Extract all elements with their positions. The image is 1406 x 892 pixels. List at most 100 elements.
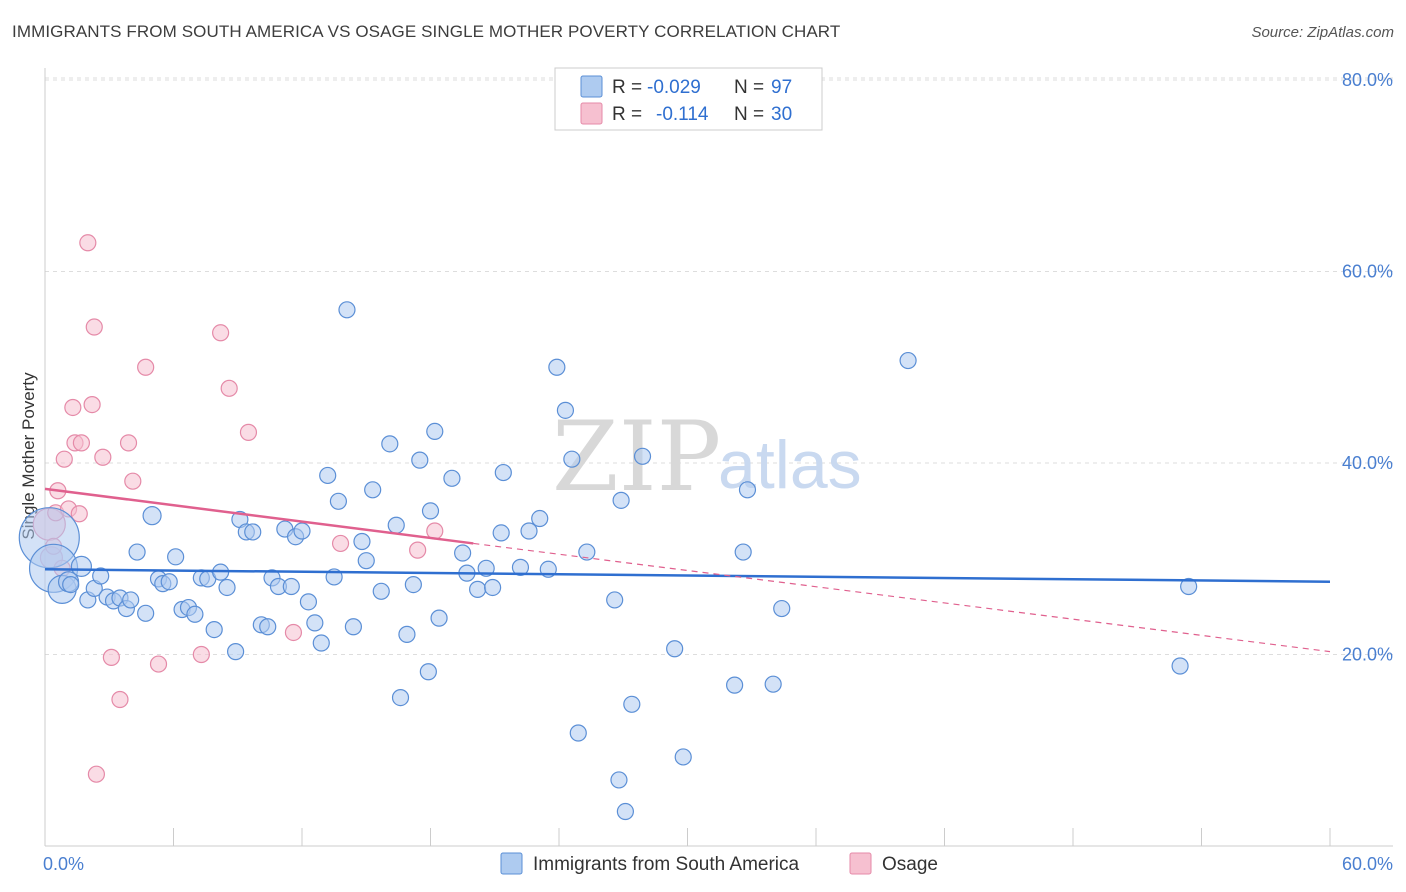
watermark: ZIP atlas	[552, 401, 862, 513]
south-america-point-50	[357, 552, 375, 570]
south-america-point-59	[419, 663, 437, 681]
series-legend-label-pink: Osage	[882, 854, 938, 875]
south-america-point-46	[329, 492, 348, 510]
y-tick-label-80: 80.0%	[1342, 70, 1393, 90]
osage-point-21	[137, 358, 155, 376]
osage-point-6	[55, 450, 73, 468]
source-label: Source: ZipAtlas.com	[1251, 24, 1394, 41]
south-america-point-58	[411, 451, 429, 469]
south-america-point-64	[454, 544, 472, 562]
y-tick-label-60: 60.0%	[1342, 262, 1393, 282]
osage-point-13	[83, 395, 101, 414]
legend-r-label-2: R =	[612, 104, 642, 125]
south-america-point-29	[227, 643, 245, 661]
south-america-point-47	[338, 301, 356, 319]
osage-point-24	[212, 324, 230, 342]
south-america-point-72	[520, 522, 538, 540]
legend-n-label-1: N =	[734, 77, 764, 98]
south-america-point-86	[666, 640, 684, 658]
south-america-point-19	[160, 573, 178, 591]
south-america-point-5	[70, 555, 93, 578]
south-america-point-61	[426, 422, 444, 441]
south-america-point-52	[372, 582, 390, 600]
south-america-point-94	[1171, 657, 1189, 675]
osage-trend-line-dashed	[473, 542, 1331, 653]
south-america-point-57	[404, 576, 422, 594]
south-america-point-82	[612, 491, 630, 509]
south-america-point-76	[556, 401, 575, 419]
chart-title: IMMIGRANTS FROM SOUTH AMERICA VS OSAGE S…	[12, 22, 841, 41]
stats-legend: R = -0.029 N = 97 R = -0.114 N = 30	[554, 67, 823, 131]
legend-n-label-2: N =	[734, 104, 764, 125]
south-america-point-42	[306, 614, 324, 632]
south-america-point-4	[62, 576, 80, 594]
south-america-point-60	[421, 502, 440, 520]
osage-point-23	[192, 645, 210, 664]
south-america-point-70	[494, 463, 512, 482]
south-america-point-49	[353, 532, 371, 551]
osage-point-19	[119, 434, 138, 452]
legend-r-value-2: -0.114	[656, 104, 709, 125]
trend-lines	[44, 487, 1331, 653]
south-america-point-87	[674, 748, 692, 766]
legend-r-label-1: R =	[612, 77, 642, 98]
south-america-point-75	[548, 358, 566, 376]
south-america-point-32	[244, 523, 262, 541]
south-america-point-38	[282, 577, 300, 596]
y-tick-label-40: 40.0%	[1342, 453, 1393, 473]
south-america-point-84	[623, 695, 641, 713]
south-america-point-81	[610, 771, 628, 789]
south-america-point-26	[205, 621, 223, 639]
south-america-point-41	[299, 593, 318, 611]
osage-trend-line	[44, 487, 474, 545]
osage-point-10	[70, 505, 88, 523]
south-america-point-88	[726, 676, 744, 694]
south-america-point-95	[1180, 577, 1198, 596]
osage-point-17	[102, 648, 120, 666]
legend-swatch-blue	[580, 75, 603, 98]
osage-point-26	[239, 423, 258, 441]
osage-point-25	[220, 379, 238, 397]
south-america-point-77	[563, 450, 581, 468]
osage-point-16	[94, 448, 112, 466]
osage-point-29	[409, 541, 427, 559]
south-america-point-79	[578, 543, 596, 561]
south-america-point-66	[469, 580, 487, 598]
y-axis-label: Single Mother Poverty	[19, 372, 38, 540]
south-america-point-44	[319, 466, 337, 485]
south-america-point-78	[569, 724, 587, 742]
south-america-point-53	[381, 435, 399, 453]
south-america-point-71	[511, 558, 530, 576]
south-america-point-13	[122, 591, 140, 609]
south-america-point-55	[391, 688, 410, 707]
south-america-point-34	[259, 618, 277, 636]
south-america-points	[18, 301, 1198, 821]
osage-point-20	[124, 472, 142, 490]
south-america-point-48	[344, 618, 362, 636]
south-america-point-63	[443, 469, 461, 487]
south-america-point-89	[734, 543, 752, 561]
osage-point-27	[284, 623, 303, 642]
x-tick-label-max: 60.0%	[1342, 854, 1393, 874]
osage-point-8	[64, 398, 82, 417]
south-america-point-40	[293, 522, 311, 540]
osage-point-22	[149, 655, 168, 673]
south-america-point-93	[899, 351, 917, 370]
osage-point-14	[85, 318, 103, 336]
south-america-point-83	[616, 802, 634, 821]
series-legend-swatch-pink	[849, 852, 872, 875]
south-america-point-43	[312, 634, 330, 652]
south-america-point-16	[142, 506, 162, 526]
osage-point-15	[87, 765, 106, 783]
south-america-point-68	[484, 578, 502, 597]
south-america-point-8	[92, 567, 110, 585]
legend-swatch-pink	[580, 102, 603, 125]
x-tick-label-min: 0.0%	[43, 854, 84, 874]
south-america-point-56	[398, 625, 416, 643]
series-legend-label-blue: Immigrants from South America	[533, 854, 800, 875]
legend-n-value-1: 97	[771, 77, 792, 98]
south-america-point-69	[492, 524, 510, 542]
series-legend-swatch-blue	[500, 852, 523, 875]
south-america-point-23	[186, 605, 204, 623]
series-legend: Immigrants from South America Osage	[500, 852, 938, 875]
